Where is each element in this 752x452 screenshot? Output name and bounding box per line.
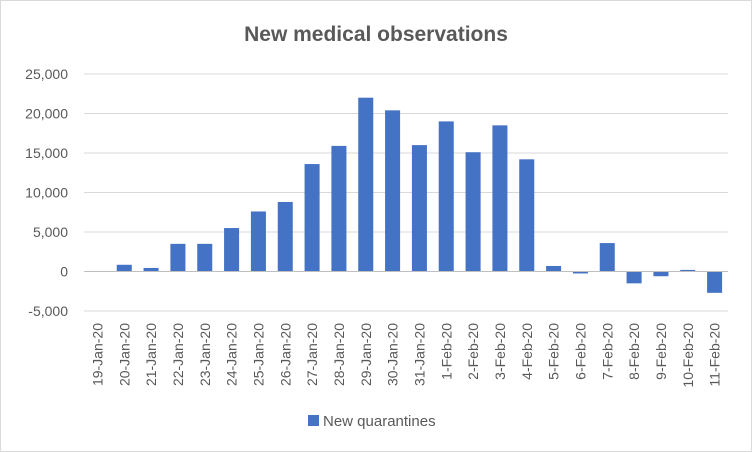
x-tick-label: 30-Jan-20 [385, 323, 401, 386]
x-tick-label: 19-Jan-20 [89, 323, 105, 386]
x-tick-label: 6-Feb-20 [572, 323, 588, 380]
bar [385, 110, 401, 272]
x-tick-label: 4-Feb-20 [519, 323, 535, 380]
bar [599, 243, 615, 272]
bar [546, 265, 562, 272]
y-tick-label: 25,000 [25, 66, 68, 82]
bar [331, 145, 347, 272]
bar [438, 121, 454, 272]
chart-title: New medical observations [244, 23, 508, 46]
x-tick-label: 31-Jan-20 [411, 323, 427, 386]
bar [465, 152, 481, 272]
bar [519, 159, 535, 272]
legend: New quarantines [308, 413, 436, 430]
x-tick-label: 21-Jan-20 [143, 323, 159, 386]
bar [197, 243, 213, 272]
x-tick-label: 1-Feb-20 [438, 323, 454, 380]
bar [358, 97, 374, 272]
x-tick-label: 22-Jan-20 [170, 323, 186, 386]
x-tick-label: 28-Jan-20 [331, 323, 347, 386]
x-tick-label: 9-Feb-20 [653, 323, 669, 380]
y-tick-label: 10,000 [25, 185, 68, 201]
bar [116, 264, 132, 272]
x-tick-label: 27-Jan-20 [304, 323, 320, 386]
bar [411, 145, 427, 272]
x-tick-label: 11-Feb-20 [707, 323, 723, 387]
y-tick-label: -5,000 [28, 303, 68, 319]
bar [304, 164, 320, 272]
x-tick-label: 5-Feb-20 [546, 323, 562, 380]
y-tick-label: 5,000 [33, 224, 68, 240]
bar [250, 211, 266, 272]
bar [492, 125, 508, 272]
bar [653, 271, 669, 277]
x-tick-label: 8-Feb-20 [626, 323, 642, 380]
x-tick-label: 20-Jan-20 [116, 323, 132, 386]
y-tick-label: 0 [60, 264, 68, 280]
bar [626, 271, 642, 284]
y-tick-label: 15,000 [25, 145, 68, 161]
x-tick-label: 10-Feb-20 [680, 323, 696, 388]
x-tick-label: 2-Feb-20 [465, 323, 481, 380]
legend-label: New quarantines [323, 413, 436, 430]
x-tick-label: 25-Jan-20 [250, 323, 266, 386]
axes: -5,000 0 5,000 10,000 15,000 20,000 25,000 19-J… [25, 66, 728, 388]
bar [224, 228, 240, 272]
x-tick-label: 24-Jan-20 [224, 323, 240, 386]
legend-swatch [308, 415, 319, 426]
y-tick-label: 20,000 [25, 106, 68, 122]
bar [680, 269, 696, 272]
x-tick-label: 7-Feb-20 [599, 323, 615, 380]
x-tick-label: 29-Jan-20 [358, 323, 374, 386]
bar [170, 243, 186, 272]
x-tick-label: 3-Feb-20 [492, 323, 508, 380]
x-tick-label: 23-Jan-20 [197, 323, 213, 386]
bar-series [89, 97, 723, 293]
bar [707, 271, 723, 293]
bar [143, 267, 159, 272]
bar [277, 201, 293, 272]
gridlines [84, 73, 728, 312]
x-tick-label: 26-Jan-20 [277, 323, 293, 386]
bar [572, 271, 588, 274]
